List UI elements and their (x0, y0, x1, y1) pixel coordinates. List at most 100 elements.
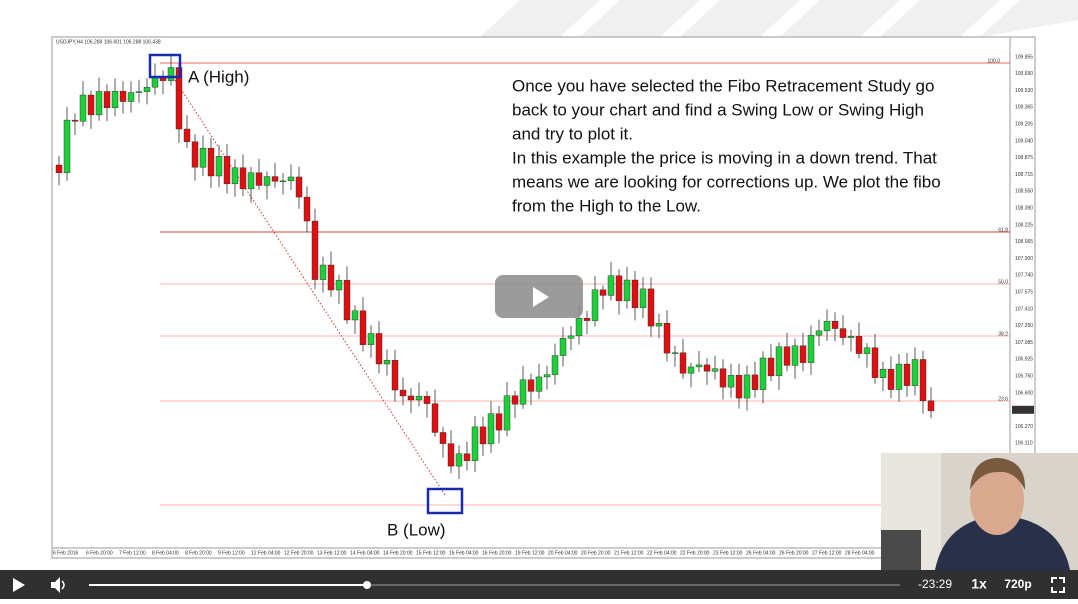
time-label: 13 Feb 12:00 (317, 550, 347, 556)
price-label: 106.438 (1015, 407, 1033, 413)
price-label: 108.715 (1015, 172, 1033, 178)
price-label: 107.410 (1015, 306, 1033, 312)
annotation: Once you have selected the Fibo Retracem… (512, 76, 941, 215)
candle-body (247, 172, 255, 190)
candle-body (423, 396, 431, 404)
candles (55, 53, 935, 480)
candle-body (87, 94, 95, 116)
candle-body (615, 275, 623, 302)
current-price-box (1012, 405, 1034, 414)
time-label: 8 Feb 04:00 (152, 550, 179, 556)
background-stripes (480, 0, 1078, 37)
candle-body (151, 76, 159, 88)
candle-body (767, 357, 775, 377)
annotation-line: Once you have selected the Fibo Retracem… (512, 76, 934, 95)
candle-body (343, 280, 351, 321)
fib-level-label: 23.6 (998, 396, 1008, 402)
candle-body (127, 92, 135, 102)
time-label: 20 Feb 20:00 (581, 550, 611, 556)
price-label: 106.760 (1015, 374, 1033, 380)
candle-body (239, 167, 247, 190)
time-label: 26 Feb 20:00 (779, 550, 809, 556)
candle-body (799, 345, 807, 363)
candle-body (479, 426, 487, 445)
price-label: 108.875 (1015, 155, 1033, 161)
price-label: 107.575 (1015, 290, 1033, 296)
candle-body (679, 352, 687, 374)
candle-body (559, 338, 567, 356)
fib-level-label: 38.2 (998, 331, 1008, 337)
candle-body (311, 220, 319, 280)
progress-track[interactable] (89, 584, 900, 586)
time-label: 16 Feb 20:00 (482, 550, 512, 556)
candle-body (695, 364, 703, 368)
candle-body (471, 426, 479, 461)
quality-button[interactable]: 720p (1004, 577, 1031, 591)
price-label: 107.740 (1015, 273, 1033, 279)
time-label: 8 Feb 20:00 (185, 550, 212, 556)
chart-header: USDJPY,H4 106.288 106.601 106.288 106.43… (56, 39, 161, 45)
price-label: 108.225 (1015, 222, 1033, 228)
price-label: 107.250 (1015, 323, 1033, 329)
time-label: 28 Feb 04:00 (845, 550, 875, 556)
volume-button[interactable] (51, 577, 65, 593)
time-label: 19 Feb 12:00 (515, 550, 545, 556)
candle-body (255, 172, 263, 186)
candle-body (183, 128, 191, 142)
time-axis: 6 Feb 2016 6 Feb 20:00 7 Feb 12:00 8 Feb 04… (53, 550, 875, 556)
candle-body (319, 264, 327, 280)
candle-body (199, 147, 207, 168)
time-label: 22 Feb 04:00 (647, 550, 677, 556)
time-label: 6 Feb 20:00 (86, 550, 113, 556)
candle-body (431, 403, 439, 433)
candle-body (791, 345, 799, 366)
candle-body (111, 91, 119, 108)
price-label: 109.855 (1015, 54, 1033, 60)
candle-body (879, 368, 887, 378)
candle-body (79, 94, 87, 122)
candle-body (551, 355, 559, 375)
time-label: 20 Feb 04:00 (548, 550, 578, 556)
candle-body (439, 432, 447, 444)
candle-body (511, 395, 519, 405)
price-label: 107.085 (1015, 340, 1033, 346)
candle-body (447, 443, 455, 467)
candle-body (815, 330, 823, 336)
candle-body (663, 323, 671, 354)
candle-body (407, 395, 415, 401)
annotation-line: In this example the price is moving in a… (512, 148, 937, 167)
candle-body (207, 147, 215, 177)
price-label: 108.390 (1015, 206, 1033, 212)
play-overlay[interactable] (495, 275, 583, 318)
candle-body (287, 176, 295, 182)
time-label: 14 Feb 20:00 (383, 550, 413, 556)
speed-button[interactable]: 1x (971, 576, 987, 592)
high-marker (148, 53, 182, 79)
annotation-line: and try to plot it. (512, 124, 633, 143)
time-label: 21 Feb 12:00 (614, 550, 644, 556)
candle-body (399, 389, 407, 397)
candle-body (567, 335, 575, 339)
time-remaining: -23:29 (918, 577, 952, 591)
play-button[interactable] (13, 578, 25, 592)
candle-body (495, 413, 503, 431)
candle-body (143, 86, 151, 92)
price-label: 108.065 (1015, 239, 1033, 245)
price-label: 106.600 (1015, 390, 1033, 396)
high-label: A (High) (188, 67, 249, 86)
fullscreen-button[interactable] (1051, 577, 1065, 593)
progress-handle[interactable] (363, 581, 371, 589)
candle-body (135, 91, 143, 93)
candle-body (383, 359, 391, 365)
time-label: 12 Feb 04:00 (251, 550, 281, 556)
candle-body (103, 91, 111, 108)
price-label: 109.205 (1015, 122, 1033, 128)
candle-body (847, 336, 855, 338)
time-label: 22 Feb 20:00 (680, 550, 710, 556)
candle-body (631, 279, 639, 308)
candle-body (375, 333, 383, 365)
candle-body (55, 164, 63, 173)
candle-body (63, 119, 71, 173)
candle-body (535, 376, 543, 392)
time-label: 15 Feb 12:00 (416, 550, 446, 556)
